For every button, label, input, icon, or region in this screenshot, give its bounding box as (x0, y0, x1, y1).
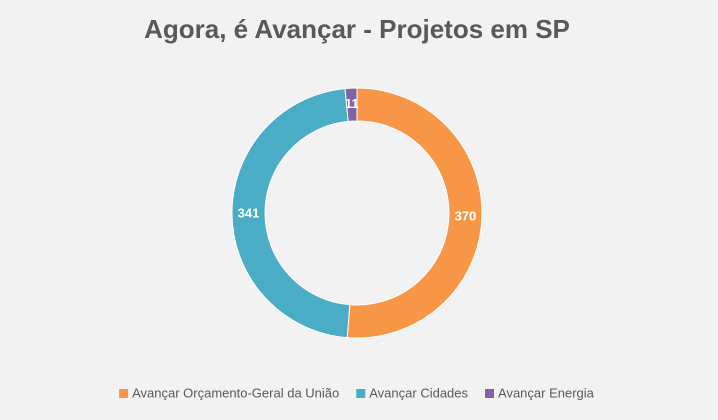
legend-label: Avançar Cidades (369, 385, 468, 400)
legend-swatch (119, 389, 129, 398)
legend-swatch (485, 389, 495, 398)
legend-swatch (356, 389, 366, 398)
legend-label: Avançar Energia (498, 385, 595, 400)
data-label: 11 (345, 96, 359, 111)
donut-segment (231, 88, 351, 339)
data-label: 341 (238, 205, 260, 220)
data-label: 370 (455, 209, 477, 224)
legend-label: Avançar Orçamento-Geral da União (132, 385, 339, 400)
chart-title: Agora, é Avançar - Projetos em SP (144, 14, 570, 44)
donut-segment (346, 87, 483, 339)
donut-segment (344, 87, 358, 122)
